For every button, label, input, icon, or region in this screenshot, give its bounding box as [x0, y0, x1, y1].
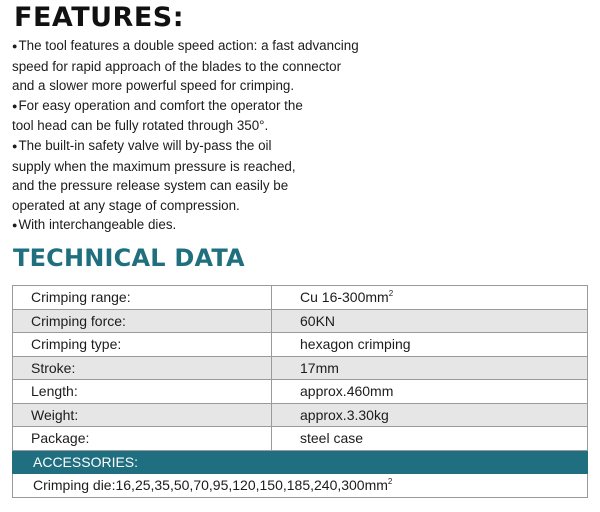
spec-table: Crimping range: Cu 16-300mm2 Crimping fo… [12, 285, 588, 498]
crimping-die-cell: Crimping die:16,25,35,50,70,95,120,150,1… [12, 473, 588, 498]
spec-label: Crimping range: [12, 285, 272, 310]
feature-text: The built-in safety valve will by-pass t… [18, 137, 272, 153]
feature-text: speed for rapid approach of the blades t… [12, 58, 342, 74]
feature-text: With interchangeable dies. [18, 217, 177, 233]
feature-line: operated at any stage of compression. [12, 196, 432, 216]
feature-line: ●The built-in safety valve will by-pass … [12, 136, 432, 157]
bullet-icon: ● [12, 41, 18, 51]
spec-value: steel case [271, 426, 588, 451]
feature-text: supply when the maximum pressure is reac… [12, 158, 296, 174]
feature-text: and the pressure release system can easi… [12, 178, 289, 194]
spec-row: Package: steel case [12, 426, 588, 451]
spec-value: 17mm [271, 355, 588, 380]
crimping-die-text: Crimping die:16,25,35,50,70,95,120,150,1… [33, 477, 388, 494]
spec-label: Package: [12, 426, 272, 451]
spec-row: Crimping range: Cu 16-300mm2 [12, 285, 588, 310]
spec-label: Stroke: [12, 355, 272, 380]
feature-line: ●For easy operation and comfort the oper… [12, 96, 432, 117]
feature-text: and a slower more powerful speed for cri… [12, 78, 295, 94]
bullet-icon: ● [12, 100, 18, 111]
technical-data-title: TECHNICAL DATA [13, 244, 245, 272]
spec-label: Length: [12, 379, 272, 404]
accessories-header-row: ACCESSORIES: [12, 449, 588, 474]
feature-line: supply when the maximum pressure is reac… [12, 157, 432, 177]
feature-line: tool head can be fully rotated through 3… [12, 116, 432, 136]
spec-row: Crimping type: hexagon crimping [12, 332, 588, 357]
spec-row: Weight: approx.3.30kg [12, 402, 588, 427]
accessories-row: Crimping die:16,25,35,50,70,95,120,150,1… [12, 473, 588, 498]
feature-line: and a slower more powerful speed for cri… [12, 76, 432, 96]
accessories-header: ACCESSORIES: [12, 449, 588, 474]
spec-row: Stroke: 17mm [12, 355, 588, 380]
feature-line: and the pressure release system can easi… [12, 176, 432, 196]
spec-value: hexagon crimping [271, 332, 588, 357]
feature-text: For easy operation and comfort the opera… [18, 97, 303, 113]
features-list: ●The tool features a double speed action… [12, 36, 432, 236]
feature-line: ●The tool features a double speed action… [12, 36, 432, 57]
feature-line: speed for rapid approach of the blades t… [12, 57, 432, 77]
squared-superscript: 2 [387, 477, 393, 487]
spec-value: 60KN [271, 308, 588, 333]
feature-text: The tool features a double speed action:… [18, 38, 359, 53]
spec-row: Crimping force: 60KN [12, 308, 588, 333]
spec-value: approx.3.30kg [271, 402, 588, 427]
spec-label: Weight: [12, 402, 272, 427]
spec-value: Cu 16-300mm2 [271, 285, 588, 310]
feature-line: ●With interchangeable dies. [12, 215, 432, 236]
spec-label: Crimping force: [12, 308, 272, 333]
spec-label: Crimping type: [12, 332, 272, 357]
feature-text: operated at any stage of compression. [12, 197, 240, 213]
spec-value: approx.460mm [271, 379, 588, 404]
bullet-icon: ● [12, 220, 18, 231]
bullet-icon: ● [12, 140, 18, 151]
features-title: FEATURES: [14, 2, 185, 33]
feature-text: tool head can be fully rotated through 3… [12, 118, 269, 134]
spec-row: Length: approx.460mm [12, 379, 588, 404]
squared-superscript: 2 [388, 289, 394, 299]
spec-value-text: Cu 16-300mm [300, 289, 389, 306]
